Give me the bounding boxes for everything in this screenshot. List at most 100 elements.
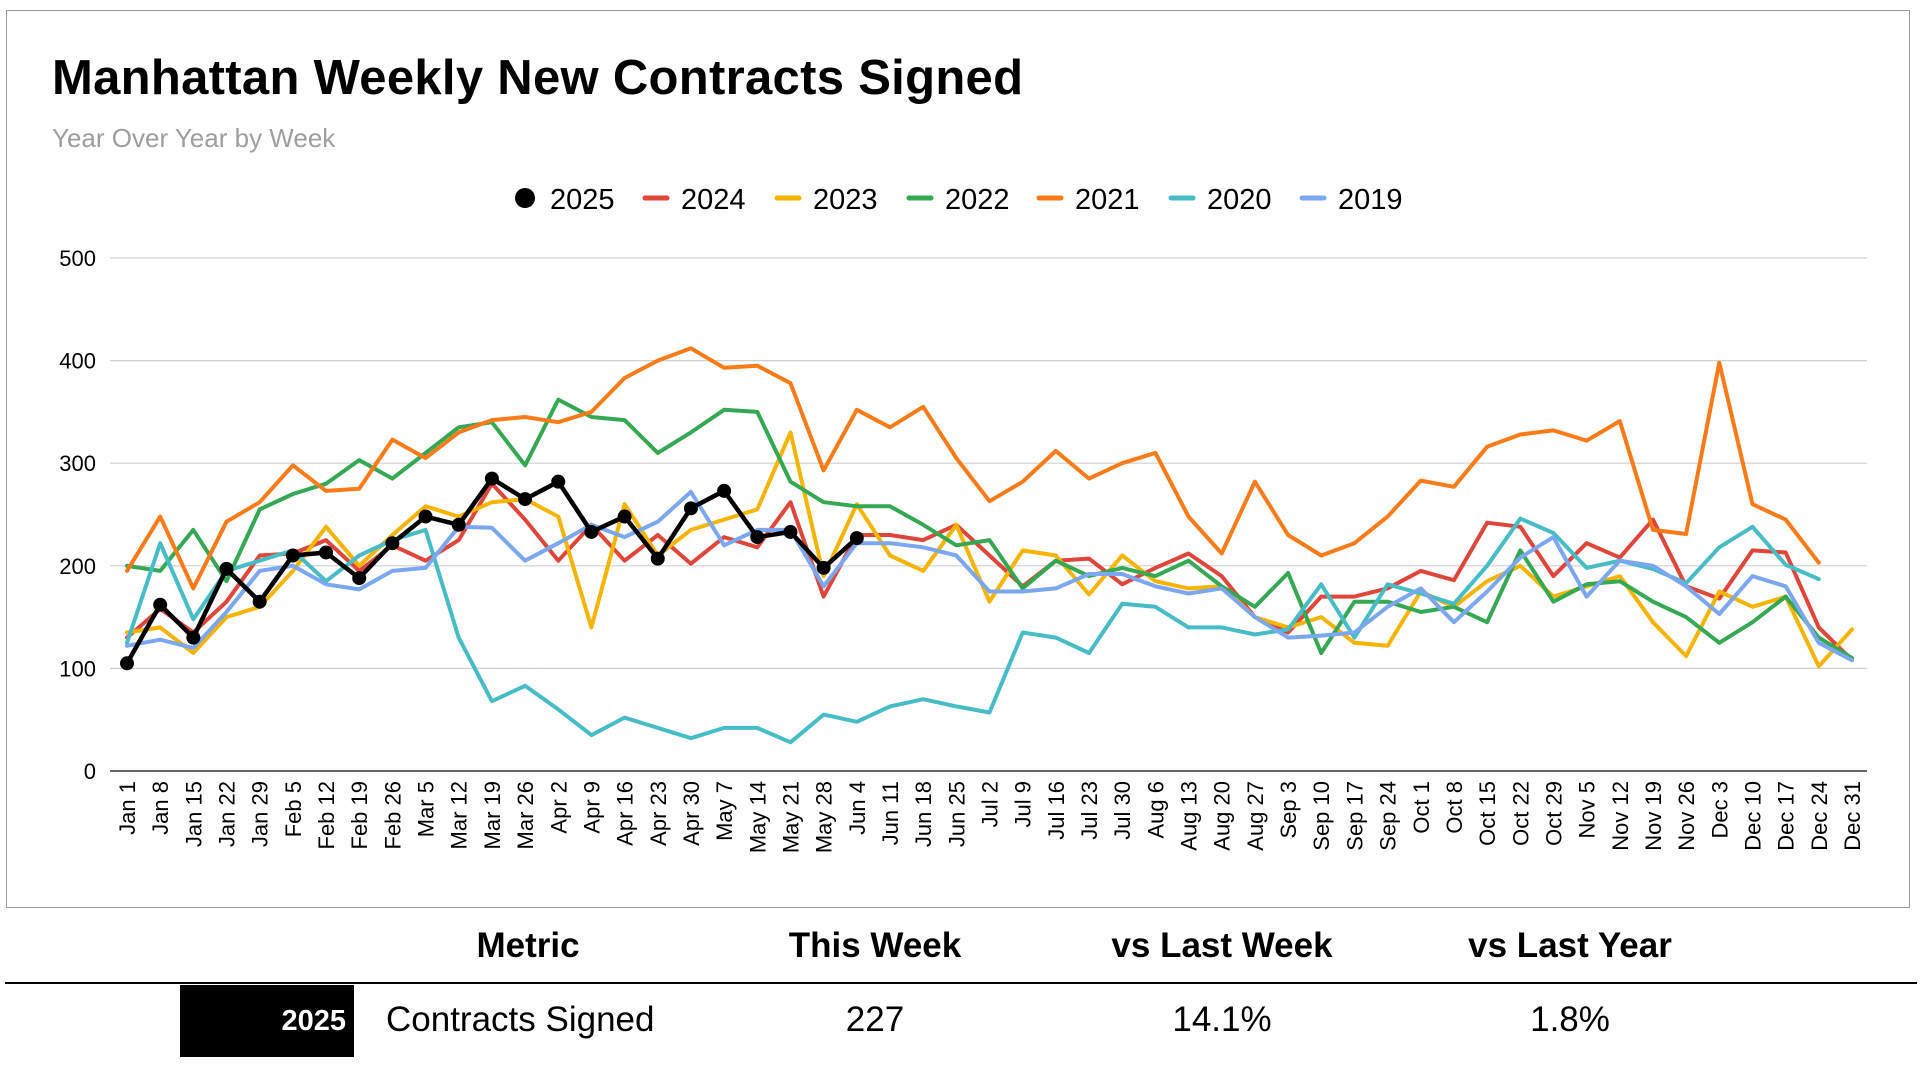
data-point-2025 [186, 630, 201, 645]
x-tick-label: Nov 12 [1608, 781, 1633, 851]
data-point-2025 [285, 548, 300, 563]
legend-marker-2025 [515, 188, 535, 208]
x-tick-label: Oct 1 [1409, 781, 1434, 834]
x-tick-label: Dec 3 [1707, 781, 1732, 838]
data-point-2025 [650, 551, 665, 566]
x-tick-label: Jun 25 [944, 781, 969, 847]
x-tick-label: Apr 16 [613, 781, 638, 846]
legend-item-2023: 2023 [774, 184, 878, 216]
x-tick-label: May 7 [712, 781, 737, 841]
x-tick-label: Dec 31 [1840, 781, 1865, 851]
x-tick-label: Jul 23 [1077, 781, 1102, 840]
series-2023 [125, 430, 1854, 669]
data-point-2025 [816, 560, 831, 575]
y-axis: 0 100 200 300 400 500 [59, 246, 96, 784]
legend-label-2022: 2022 [945, 184, 1010, 216]
x-tick-label: Apr 23 [646, 781, 671, 846]
series-2021 [125, 346, 1821, 591]
x-tick-label: Sep 24 [1376, 781, 1401, 851]
x-tick-label: Sep 17 [1342, 781, 1367, 851]
data-point-2025 [783, 524, 798, 539]
x-tick-label: Aug 13 [1177, 781, 1202, 851]
data-point-2025 [252, 594, 267, 609]
metrics-table: Metric This Week vs Last Week vs Last Ye… [0, 908, 1920, 1066]
x-tick-label: Feb 19 [347, 781, 372, 850]
gridlines [110, 257, 1867, 772]
series-line-2024 [125, 481, 1854, 663]
data-point-2025 [683, 501, 698, 516]
data-point-2025 [219, 561, 234, 576]
legend-item-2019: 2019 [1299, 184, 1403, 216]
x-tick-label: Jan 1 [115, 781, 140, 835]
data-point-2025 [451, 517, 466, 532]
data-point-2025 [153, 597, 168, 612]
x-tick-label: Apr 2 [546, 781, 571, 834]
x-tick-label: Dec 10 [1740, 781, 1765, 851]
x-tick-label: Apr 30 [679, 781, 704, 846]
x-tick-label: Oct 22 [1508, 781, 1533, 846]
x-tick-label: Mar 12 [447, 781, 472, 849]
data-point-2025 [518, 492, 533, 507]
vs-last-year-value: 1.8% [1530, 1000, 1610, 1039]
series-lines [120, 346, 1854, 745]
x-axis: Jan 1 Jan 8 Jan 15 Jan 22 Jan 29 Feb 5 Feb 12 F… [115, 781, 1865, 853]
data-point-2025 [717, 483, 732, 498]
y-tick-label: 500 [59, 246, 96, 271]
data-point-2025 [484, 471, 499, 486]
legend-item-2021: 2021 [1036, 184, 1140, 216]
legend-label-2021: 2021 [1075, 184, 1140, 216]
legend-item-2024: 2024 [642, 184, 746, 216]
x-tick-label: Jul 16 [1044, 781, 1069, 840]
data-point-2025 [849, 531, 864, 546]
x-tick-label: Nov 19 [1641, 781, 1666, 851]
x-tick-label: Aug 20 [1210, 781, 1235, 851]
x-tick-label: Sep 10 [1309, 781, 1334, 851]
header-metric: Metric [476, 926, 580, 965]
header-this-week: This Week [788, 926, 962, 965]
x-tick-label: Oct 29 [1541, 781, 1566, 846]
y-tick-label: 200 [59, 554, 96, 579]
series-line-2023 [125, 430, 1854, 669]
y-tick-label: 0 [84, 759, 96, 784]
data-point-2025 [584, 524, 599, 539]
series-2019 [125, 489, 1854, 663]
series-line-2020 [125, 516, 1821, 745]
legend-item-2025: 2025 [515, 184, 615, 216]
series-line-2025 [124, 476, 860, 666]
legend-label-2023: 2023 [813, 184, 878, 216]
x-tick-label: Nov 5 [1575, 781, 1600, 838]
x-tick-label: Nov 26 [1674, 781, 1699, 851]
x-tick-label: Jun 11 [878, 781, 903, 845]
legend-label-2020: 2020 [1207, 184, 1272, 216]
data-point-2025 [319, 545, 334, 560]
legend-item-2022: 2022 [906, 184, 1010, 216]
vs-last-week-value: 14.1% [1172, 1000, 1272, 1039]
series-2020 [125, 516, 1821, 745]
data-point-2025 [385, 536, 400, 551]
legend-label-2025: 2025 [550, 184, 615, 216]
x-tick-label: Mar 26 [513, 781, 538, 849]
x-tick-label: Feb 26 [380, 781, 405, 850]
x-tick-label: Aug 27 [1243, 781, 1268, 851]
year-badge: 2025 [180, 985, 354, 1057]
legend-item-2020: 2020 [1168, 184, 1272, 216]
legend: 2025 2024 2023 2022 2021 2020 2019 [515, 184, 1403, 216]
header-vs-last-week: vs Last Week [1111, 926, 1333, 965]
x-tick-label: Jun 18 [911, 781, 936, 847]
series-2024 [125, 481, 1854, 663]
series-line-2022 [125, 397, 1854, 661]
x-tick-label: Mar 5 [414, 781, 439, 837]
chart-subtitle: Year Over Year by Week [52, 123, 336, 153]
y-tick-label: 400 [59, 349, 96, 374]
chart-title: Manhattan Weekly New Contracts Signed [52, 51, 1024, 105]
y-tick-label: 100 [59, 656, 96, 681]
table-divider [5, 982, 1917, 984]
x-tick-label: May 21 [778, 781, 803, 853]
header-vs-last-year: vs Last Year [1468, 926, 1672, 965]
x-tick-label: Dec 24 [1807, 781, 1832, 851]
legend-label-2019: 2019 [1338, 184, 1403, 216]
x-tick-label: Jul 9 [1011, 781, 1036, 827]
x-tick-label: Jan 29 [248, 781, 273, 847]
x-tick-label: Sep 3 [1276, 781, 1301, 839]
x-tick-label: May 14 [745, 781, 770, 853]
